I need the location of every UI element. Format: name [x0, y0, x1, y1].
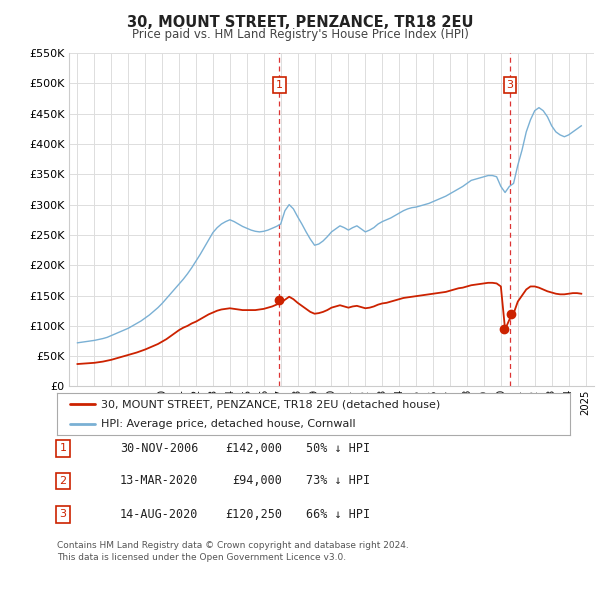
Text: 3: 3: [506, 80, 514, 90]
Text: 30, MOUNT STREET, PENZANCE, TR18 2EU: 30, MOUNT STREET, PENZANCE, TR18 2EU: [127, 15, 473, 30]
Text: Price paid vs. HM Land Registry's House Price Index (HPI): Price paid vs. HM Land Registry's House …: [131, 28, 469, 41]
Text: HPI: Average price, detached house, Cornwall: HPI: Average price, detached house, Corn…: [101, 419, 355, 429]
Text: 13-MAR-2020: 13-MAR-2020: [120, 474, 199, 487]
Text: 1: 1: [59, 444, 67, 453]
Text: 1: 1: [276, 80, 283, 90]
Text: Contains HM Land Registry data © Crown copyright and database right 2024.: Contains HM Land Registry data © Crown c…: [57, 541, 409, 550]
Text: This data is licensed under the Open Government Licence v3.0.: This data is licensed under the Open Gov…: [57, 553, 346, 562]
Text: 73% ↓ HPI: 73% ↓ HPI: [306, 474, 370, 487]
Text: 66% ↓ HPI: 66% ↓ HPI: [306, 508, 370, 521]
Text: 3: 3: [59, 510, 67, 519]
Text: 2: 2: [59, 476, 67, 486]
Text: 30-NOV-2006: 30-NOV-2006: [120, 442, 199, 455]
Text: £142,000: £142,000: [225, 442, 282, 455]
Text: 30, MOUNT STREET, PENZANCE, TR18 2EU (detached house): 30, MOUNT STREET, PENZANCE, TR18 2EU (de…: [101, 399, 440, 409]
Text: 14-AUG-2020: 14-AUG-2020: [120, 508, 199, 521]
Text: 50% ↓ HPI: 50% ↓ HPI: [306, 442, 370, 455]
Text: £120,250: £120,250: [225, 508, 282, 521]
Text: £94,000: £94,000: [232, 474, 282, 487]
